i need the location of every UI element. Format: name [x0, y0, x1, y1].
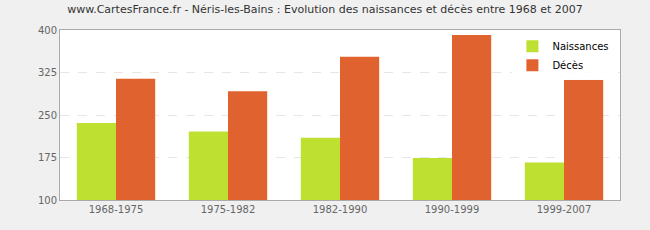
svg-text:100: 100: [38, 195, 57, 206]
svg-text:250: 250: [38, 110, 57, 121]
svg-text:1999-2007: 1999-2007: [537, 204, 592, 215]
svg-text:1968-1975: 1968-1975: [89, 204, 144, 215]
svg-text:Naissances: Naissances: [552, 41, 608, 52]
svg-text:Décès: Décès: [552, 60, 583, 71]
svg-text:175: 175: [38, 152, 57, 163]
svg-text:1975-1982: 1975-1982: [201, 204, 256, 215]
svg-text:1982-1990: 1982-1990: [313, 204, 368, 215]
svg-text:325: 325: [38, 67, 57, 78]
svg-text:www.CartesFrance.fr - Néris-le: www.CartesFrance.fr - Néris-les-Bains : …: [67, 3, 583, 16]
svg-text:1990-1999: 1990-1999: [425, 204, 480, 215]
svg-text:400: 400: [38, 25, 57, 36]
